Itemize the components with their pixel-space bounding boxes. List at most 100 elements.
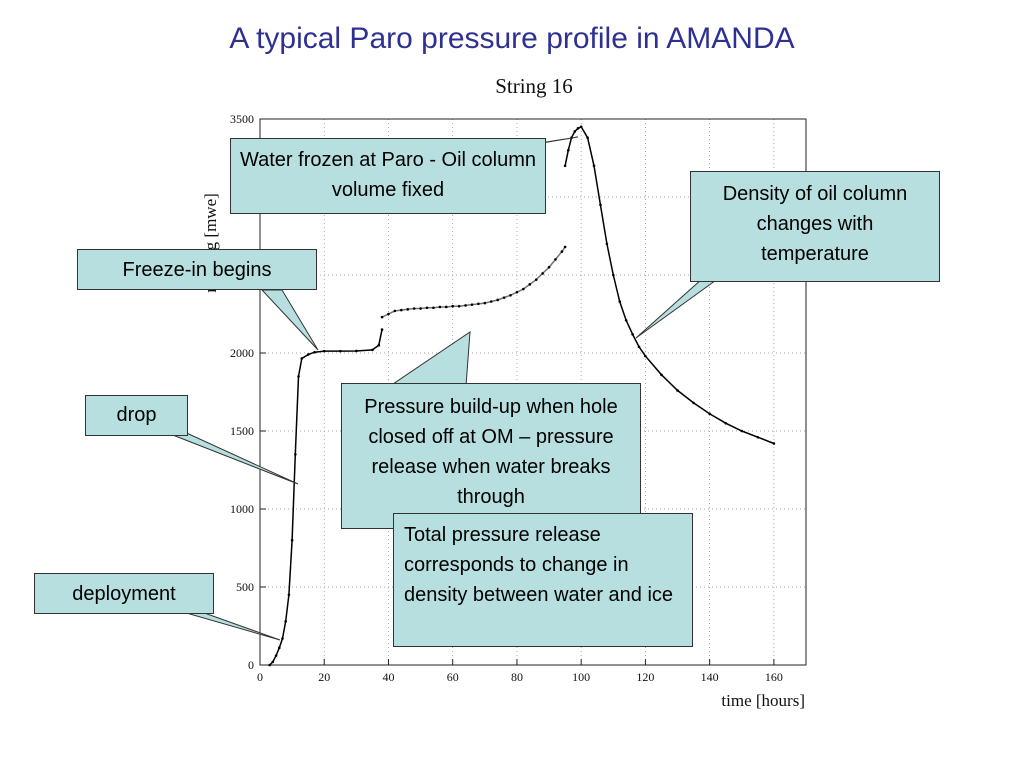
data-point bbox=[387, 312, 390, 316]
pointer-buildup bbox=[388, 331, 471, 387]
y-tick-label: 1500 bbox=[230, 424, 254, 438]
data-point bbox=[724, 421, 728, 425]
data-point bbox=[592, 164, 596, 168]
data-point bbox=[300, 357, 304, 360]
data-point bbox=[313, 350, 316, 354]
x-tick-label: 120 bbox=[636, 670, 654, 684]
data-point bbox=[563, 164, 567, 168]
data-point bbox=[692, 401, 695, 405]
plot-frame bbox=[259, 118, 807, 666]
data-point bbox=[563, 245, 567, 249]
data-point bbox=[338, 349, 342, 353]
data-point bbox=[287, 593, 291, 597]
x-tick-label: 40 bbox=[382, 670, 394, 684]
callout-drop: drop bbox=[85, 395, 188, 436]
data-point bbox=[400, 308, 403, 312]
data-point bbox=[541, 272, 544, 275]
chart-title: String 16 bbox=[495, 74, 573, 98]
data-point bbox=[660, 373, 663, 377]
data-point bbox=[294, 453, 297, 456]
data-point bbox=[560, 250, 564, 253]
callout-water-frozen-text: Water frozen at Paro - Oil column volume… bbox=[239, 149, 537, 201]
data-point bbox=[528, 283, 532, 286]
data-point bbox=[676, 389, 679, 392]
callout-freeze-in-text: Freeze-in begins bbox=[122, 259, 272, 281]
x-tick-label: 160 bbox=[765, 670, 783, 684]
data-point bbox=[371, 348, 374, 352]
data-point bbox=[502, 296, 506, 299]
data-point bbox=[274, 654, 278, 657]
data-point bbox=[573, 130, 577, 133]
data-point bbox=[306, 353, 310, 356]
data-point bbox=[579, 125, 583, 129]
data-point bbox=[355, 349, 358, 353]
data-point bbox=[380, 328, 384, 331]
y-tick-label: 1000 bbox=[230, 502, 254, 516]
data-point bbox=[477, 302, 480, 306]
data-point bbox=[322, 349, 326, 353]
data-point bbox=[425, 306, 429, 310]
data-point bbox=[631, 332, 634, 336]
data-point bbox=[586, 136, 589, 140]
pointer-drop bbox=[159, 429, 299, 485]
x-tick-label: 0 bbox=[257, 670, 263, 684]
data-point bbox=[522, 287, 525, 291]
data-point bbox=[457, 304, 461, 308]
y-tick-label: 2000 bbox=[230, 346, 254, 360]
data-point bbox=[567, 148, 570, 152]
pointer-freeze-in bbox=[260, 289, 319, 351]
data-point bbox=[618, 300, 622, 303]
data-point bbox=[534, 278, 538, 281]
axis-ticks: 0204060801001201401600500100015002000250… bbox=[230, 112, 783, 684]
data-point bbox=[406, 308, 410, 311]
data-point bbox=[297, 375, 300, 378]
data-point bbox=[464, 304, 467, 307]
data-point bbox=[432, 306, 435, 310]
callout-total-release: Total pressure release corresponds to ch… bbox=[393, 513, 693, 647]
data-point bbox=[444, 305, 448, 309]
callout-density-text: Density of oil column changes with tempe… bbox=[722, 183, 908, 265]
data-point bbox=[644, 354, 647, 358]
x-tick-label: 140 bbox=[701, 670, 719, 684]
y-tick-label: 0 bbox=[248, 658, 254, 672]
data-point bbox=[451, 304, 455, 308]
data-point bbox=[708, 412, 711, 416]
data-point bbox=[489, 300, 493, 303]
data-point bbox=[547, 265, 551, 269]
data-point bbox=[576, 127, 580, 130]
data-point bbox=[483, 301, 487, 305]
data-point bbox=[412, 307, 416, 310]
pointer-deployment bbox=[175, 609, 281, 641]
data-point bbox=[509, 293, 512, 297]
data-point bbox=[740, 429, 744, 433]
data-point bbox=[268, 663, 271, 667]
data-marks bbox=[268, 125, 776, 667]
x-tick-label: 20 bbox=[318, 670, 330, 684]
callout-buildup-text: Pressure build-up when hole closed off a… bbox=[364, 396, 618, 508]
data-point bbox=[605, 242, 609, 246]
x-tick-label: 100 bbox=[572, 670, 590, 684]
data-point bbox=[515, 290, 519, 294]
data-point bbox=[496, 298, 499, 302]
data-point bbox=[380, 315, 384, 319]
x-axis-label: time [hours] bbox=[721, 691, 805, 710]
data-point bbox=[756, 435, 760, 439]
data-point bbox=[277, 646, 281, 650]
data-point bbox=[271, 660, 275, 664]
data-point bbox=[554, 258, 557, 261]
data-point bbox=[772, 442, 776, 445]
data-point bbox=[281, 637, 284, 640]
x-tick-label: 60 bbox=[447, 670, 459, 684]
slide-title: A typical Paro pressure profile in AMAND… bbox=[229, 22, 795, 55]
callout-drop-text: drop bbox=[116, 404, 157, 426]
data-point bbox=[290, 538, 294, 542]
data-point bbox=[438, 305, 442, 309]
data-point bbox=[393, 309, 397, 313]
callout-total-release-text: Total pressure release corresponds to ch… bbox=[404, 524, 674, 606]
callout-deployment: deployment bbox=[34, 573, 214, 614]
data-point bbox=[599, 203, 602, 207]
data-point bbox=[419, 307, 422, 310]
callout-water-frozen: Water frozen at Paro - Oil column volume… bbox=[230, 138, 546, 214]
y-tick-label: 3500 bbox=[230, 112, 254, 126]
data-point bbox=[470, 303, 474, 306]
